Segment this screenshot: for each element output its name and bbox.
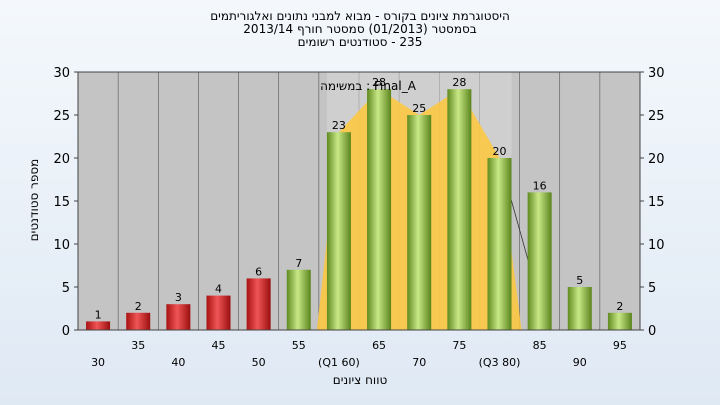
bar [487, 158, 512, 330]
x-tick-label: 65 [372, 339, 386, 352]
bar [367, 89, 392, 330]
y-tick-label-right: 10 [648, 238, 665, 253]
bar-data-label: 2 [616, 300, 623, 313]
bar-data-label: 23 [332, 119, 346, 132]
bar-data-label: 7 [295, 257, 302, 270]
y-tick-label-right: 25 [648, 109, 665, 124]
bar [407, 115, 432, 330]
y-tick-label-right: 15 [648, 195, 665, 210]
x-tick-label: (Q3 80) [479, 356, 521, 369]
bar [607, 312, 632, 330]
y-tick-label-left: 5 [62, 281, 70, 296]
x-tick-label: 45 [212, 339, 226, 352]
task-annotation: במשימה : Final_A [320, 79, 417, 93]
y-tick-label-left: 25 [53, 109, 70, 124]
y-tick-label-left: 10 [53, 238, 70, 253]
x-tick-label: 50 [252, 356, 266, 369]
y-tick-label-left: 0 [62, 324, 70, 339]
y-tick-label-left: 15 [53, 195, 70, 210]
x-tick-label: 85 [533, 339, 547, 352]
bar [527, 192, 552, 330]
bar-data-label: 3 [175, 291, 182, 304]
chart-title-line-2: בסמסטר (01/2013) סמסטר חורף 2013/14 [243, 22, 477, 36]
x-tick-label: (Q1 60) [318, 356, 360, 369]
x-tick-label: 90 [573, 356, 587, 369]
bar-data-label: 28 [452, 76, 466, 89]
bar-data-label: 28 [372, 76, 386, 89]
y-tick-label-right: 5 [648, 281, 656, 296]
chart-title-line-1: היסטוגרמת ציונים בקורס - מבוא למבני נתונ… [210, 9, 510, 23]
x-tick-label: 30 [91, 356, 105, 369]
bar [126, 312, 151, 330]
y-tick-label-left: 20 [53, 152, 70, 167]
bar-data-label: 25 [412, 102, 426, 115]
bar [447, 89, 472, 330]
bar [326, 132, 351, 330]
bar-data-label: 20 [493, 145, 507, 158]
y-axis-title: מספר סטודנטים [27, 158, 41, 242]
x-tick-label: 55 [292, 339, 306, 352]
bar-data-label: 5 [576, 274, 583, 287]
bar-data-label: 4 [215, 283, 222, 296]
bar [166, 304, 191, 330]
x-tick-label: 40 [171, 356, 185, 369]
y-tick-label-left: 30 [53, 66, 70, 81]
x-tick-label: 75 [452, 339, 466, 352]
y-tick-label-right: 30 [648, 66, 665, 81]
chart-title-line-3: 235 - סטודנטים רשומים [297, 35, 423, 49]
bar [567, 287, 592, 330]
bar-data-label: 6 [255, 265, 262, 278]
y-tick-label-right: 0 [648, 324, 656, 339]
x-tick-label: 35 [131, 339, 145, 352]
bar [286, 269, 311, 330]
y-tick-label-right: 20 [648, 152, 665, 167]
bar [206, 295, 231, 330]
x-axis-title: טווח ציונים [332, 373, 388, 387]
bar-data-label: 2 [135, 300, 142, 313]
bar [246, 278, 271, 330]
x-tick-label: 95 [613, 339, 627, 352]
x-tick-label: 70 [412, 356, 426, 369]
bar [86, 321, 111, 330]
bar-data-label: 1 [95, 308, 102, 321]
bar-data-label: 16 [533, 179, 547, 192]
